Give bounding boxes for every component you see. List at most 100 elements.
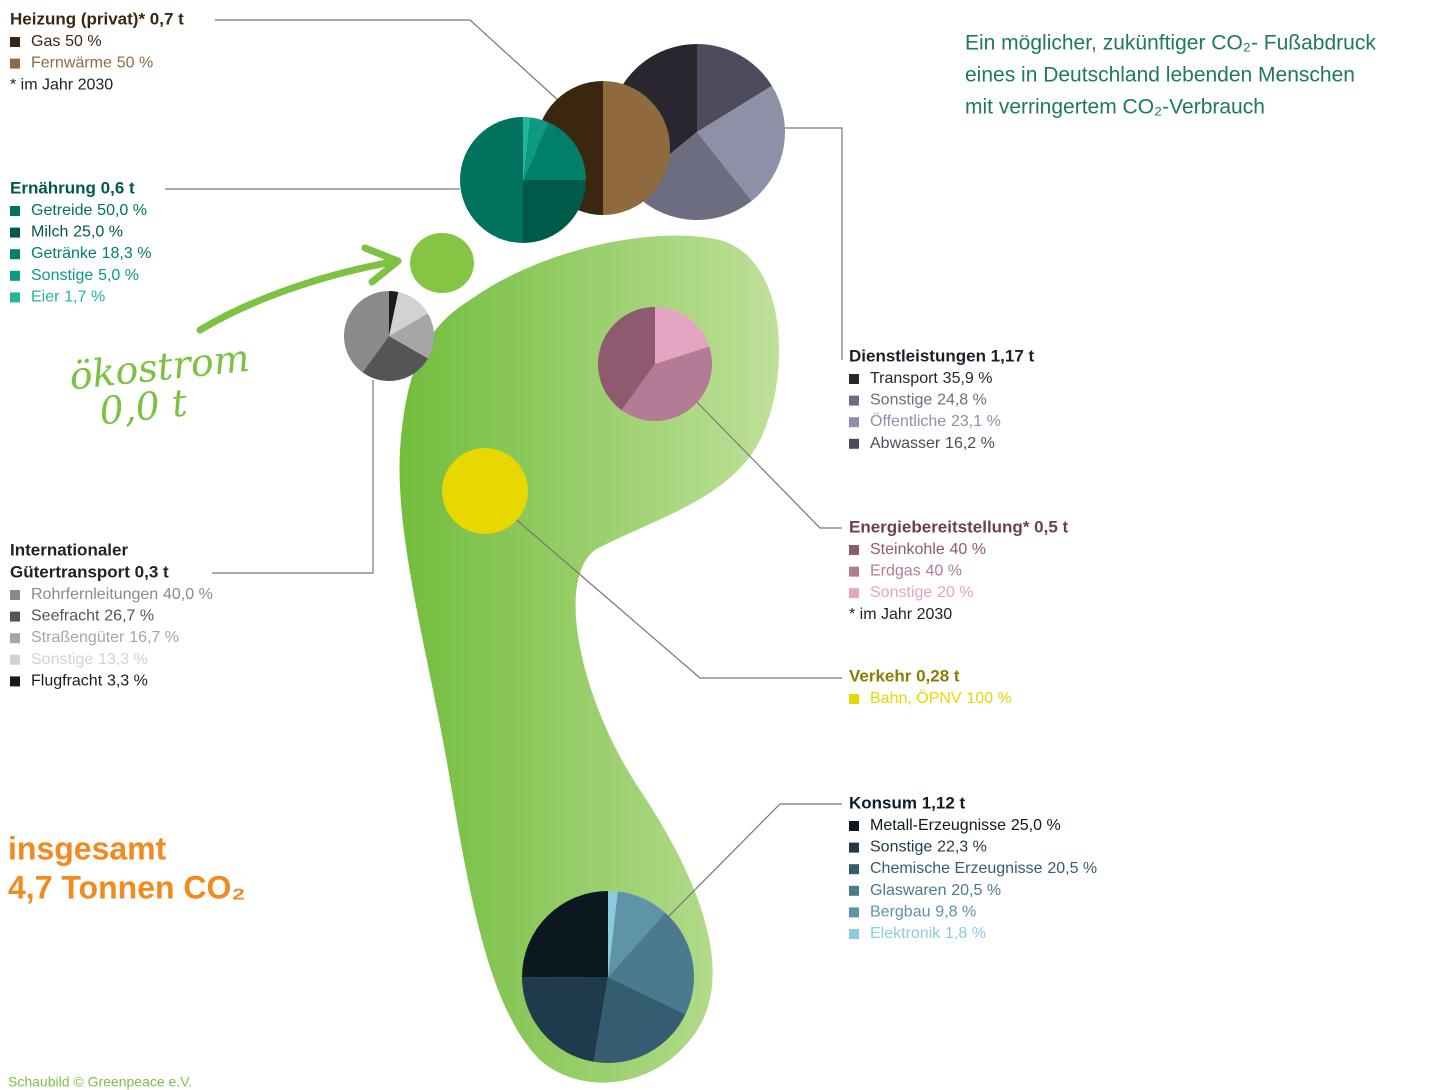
legend-swatch [10,249,20,259]
value-label: 5,0 % [98,267,139,284]
leader-line [212,380,373,573]
legend-label: Sonstige [31,267,93,284]
legend-swatch [10,676,20,686]
legend-label: Sonstige [870,392,932,409]
legend-title: Ernährung 0,6 t [10,178,135,197]
legend-swatch [849,439,859,449]
legend-entry: Sonstige 22,3 % [870,839,987,856]
legend-swatch [10,590,20,600]
legend-entry: Flugfracht3,3 % [31,673,148,690]
legend-swatch [849,417,859,427]
legend-entry: Sonstige 24,8 % [870,392,987,409]
legend-swatch [10,228,20,238]
legend-entry: Transport 35,9 % [870,370,992,387]
legend-swatch [849,821,859,831]
value-label: 25,0 % [73,224,123,241]
value-label: 35,9 % [943,370,993,387]
legend-swatch [849,886,859,896]
legend-swatch [849,567,859,577]
legend-label: Erdgas [870,563,921,580]
legend-swatch [10,292,20,302]
value-label: 25,0 % [1011,817,1061,834]
value-label: 22,3 % [937,839,987,856]
legend-swatch [849,588,859,598]
value-label: 13,3 % [98,651,148,668]
pie-slice [442,448,528,534]
legend-label: Transport [870,370,938,387]
legend-title: Konsum 1,12 t [849,793,966,812]
legend-label: Getränke [31,245,97,262]
legend-label: Rohrfernleitungen [31,586,158,603]
legend-label: Milch [31,224,68,241]
total-value: 4,7 Tonnen CO₂ [8,869,246,905]
footnote: * im Jahr 2030 [10,76,113,93]
legend-label: Metall-Erzeugnisse [870,817,1006,834]
legend-swatch [10,37,20,47]
legend-title: Dienstleistungen 1,17 t [849,346,1034,365]
value-label: 50,0 % [97,202,147,219]
legend-swatch [10,633,20,643]
value-label: 20 % [937,584,973,601]
legend-entry: Chemische Erzeugnisse20,5 % [870,860,1097,877]
legend-label: Elektronik [870,925,941,942]
pie [344,291,434,381]
legend-label: Sonstige [870,839,932,856]
heading-line: mit verringertem CO₂-Verbrauch [965,96,1265,119]
value-label: 9,8 % [935,904,976,921]
pie [522,891,694,1063]
legend-entry: Getreide 50,0 % [31,202,147,219]
legend-swatch [849,843,859,853]
legend-title: Heizung (privat)* 0,7 t [10,9,184,28]
legend-swatch [849,929,859,939]
value-label: 18,3 % [102,245,152,262]
legend-entry: Sonstige 5,0 % [31,267,139,284]
footnote: * im Jahr 2030 [849,606,952,623]
legend-label: Glaswaren [870,882,946,899]
value-label: 1,8 % [945,925,986,942]
value-label: 24,8 % [937,392,987,409]
legend-label: Sonstige [31,651,93,668]
value-label: 1,7 % [64,289,105,306]
legend-swatch [849,907,859,917]
legend-title: Verkehr 0,28 t [849,666,960,685]
legend-label: Getreide [31,202,92,219]
legend-swatch [10,271,20,281]
legend-label: Chemische Erzeugnisse [870,860,1043,877]
legend-entry: Fernwärme50 % [31,55,153,72]
value-label: 50 % [65,33,101,50]
legend-entry: Sonstige 13,3 % [31,651,148,668]
legend-label: Seefracht [31,608,100,625]
legend-swatch [10,612,20,622]
legend-swatch [10,655,20,665]
legend-entry: Milch 25,0 % [31,224,123,241]
credit: Schaubild © Greenpeace e.V. [8,1074,192,1090]
value-label: 40 % [926,563,962,580]
legend-label: Sonstige [870,584,932,601]
legend-swatch [10,59,20,69]
value-label: 100 % [966,690,1011,707]
legend-entry: Rohrfernleitungen40,0 % [31,586,213,603]
legend-entry: Bergbau9,8 % [870,904,976,921]
legend-swatch [849,396,859,406]
total-label: insgesamt [8,830,167,866]
pie [460,117,586,243]
value-label: 50 % [117,55,153,72]
legend-entry: Sonstige 20 % [870,584,974,601]
infographic: Ein möglicher, zukünftiger CO₂- Fußabdru… [0,0,1435,1090]
legend-label: Straßengüter [31,629,125,646]
pie-slice [523,180,586,243]
leader-line [215,20,560,102]
legend-label: Öffentliche [870,412,946,430]
legend-title: Energiebereitstellung* 0,5 t [849,517,1069,536]
leader-line [785,128,842,360]
value-label: 26,7 % [104,608,154,625]
legend-label: Bahn, ÖPNV [870,689,962,707]
value-label: 20,5 % [1047,860,1097,877]
value-label: 3,3 % [107,673,148,690]
